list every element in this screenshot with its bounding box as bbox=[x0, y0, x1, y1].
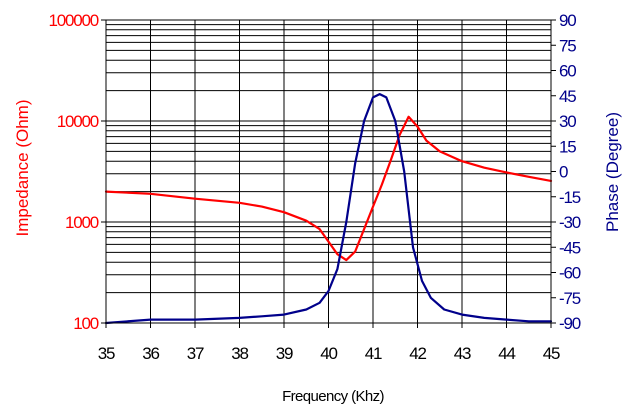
right-tick-label: -90 bbox=[559, 314, 581, 333]
series-line-impedance bbox=[104, 115, 553, 262]
x-tick-label: 42 bbox=[409, 344, 426, 363]
right-tick-label: 0 bbox=[559, 163, 568, 182]
x-tick-label: 37 bbox=[187, 344, 204, 363]
right-tick-label: 90 bbox=[559, 11, 576, 30]
series-line-phase bbox=[104, 92, 553, 325]
x-tick-label: 40 bbox=[320, 344, 337, 363]
x-tick-label: 45 bbox=[543, 344, 560, 363]
series-layer bbox=[104, 92, 553, 325]
x-axis-ticks: 35 36 37 38 39 40 41 42 43 44 45 bbox=[98, 323, 561, 363]
x-tick-label: 41 bbox=[365, 344, 382, 363]
x-tick-label: 36 bbox=[142, 344, 159, 363]
right-tick-label: -15 bbox=[559, 188, 581, 207]
x-axis-title: Frequency (Khz) bbox=[282, 388, 384, 405]
right-tick-label: -60 bbox=[559, 264, 581, 283]
left-axis-ticks: 100 1000 10000 100000 bbox=[48, 11, 106, 333]
x-tick-label: 44 bbox=[498, 344, 515, 363]
x-tick-label: 39 bbox=[276, 344, 293, 363]
x-tick-label: 38 bbox=[231, 344, 248, 363]
left-axis-title: Impedance (Ohm) bbox=[13, 100, 32, 237]
right-tick-label: 30 bbox=[559, 112, 576, 131]
right-axis-title: Phase (Degree) bbox=[603, 112, 622, 232]
right-tick-label: -30 bbox=[559, 213, 581, 232]
right-axis-ticks: 90 75 60 45 30 15 0 -15 -30 -45 -60 -75 -90 bbox=[551, 11, 582, 333]
right-tick-label: 60 bbox=[559, 62, 576, 81]
grid bbox=[105, 19, 552, 324]
left-tick-label: 1000 bbox=[65, 213, 99, 232]
right-tick-label: -75 bbox=[559, 289, 581, 308]
right-tick-label: 15 bbox=[559, 137, 576, 156]
right-tick-label: 75 bbox=[559, 36, 576, 55]
left-tick-label: 100000 bbox=[48, 11, 98, 30]
right-tick-label: -45 bbox=[559, 238, 581, 257]
x-tick-label: 35 bbox=[98, 344, 115, 363]
x-tick-label: 43 bbox=[454, 344, 471, 363]
left-tick-label: 100 bbox=[73, 314, 99, 333]
right-tick-label: 45 bbox=[559, 87, 576, 106]
left-tick-label: 10000 bbox=[57, 112, 99, 131]
